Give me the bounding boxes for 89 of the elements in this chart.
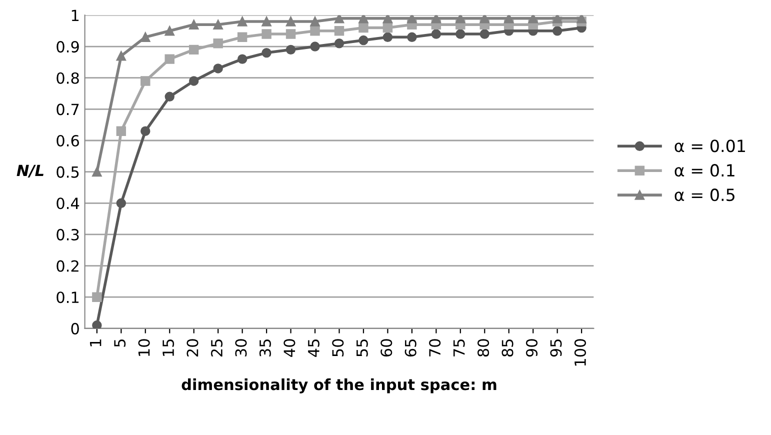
y-tick-label: 0.7 xyxy=(56,104,79,116)
point xyxy=(164,92,174,102)
x-tick-label: 1 xyxy=(90,340,102,346)
point xyxy=(552,15,562,24)
point xyxy=(237,16,248,26)
point xyxy=(407,32,417,42)
point xyxy=(310,26,320,36)
y-tick-label: 0.6 xyxy=(56,134,79,147)
x-tick-label: 35 xyxy=(259,339,271,356)
x-tick-label: 50 xyxy=(332,339,344,356)
point xyxy=(528,15,538,24)
x-tick-label: 15 xyxy=(162,339,174,356)
point xyxy=(456,15,466,24)
point xyxy=(116,51,126,61)
x-axis-title: dimensionality of the input space: m xyxy=(182,378,496,394)
point xyxy=(334,38,344,48)
x-tick-label: 55 xyxy=(356,339,368,356)
point xyxy=(552,26,562,36)
x-tick-label: 70 xyxy=(429,339,441,356)
x-tick-label: 40 xyxy=(284,339,296,357)
point xyxy=(140,76,150,86)
point xyxy=(164,26,174,36)
point xyxy=(576,15,586,24)
point xyxy=(382,22,393,33)
x-tick-label: 5 xyxy=(114,339,126,347)
x-tick-label: 80 xyxy=(478,339,490,357)
y-tick-label: 0.3 xyxy=(56,228,79,240)
y-tick-label: 0.9 xyxy=(56,41,79,53)
point xyxy=(334,26,344,36)
point xyxy=(358,35,368,46)
point xyxy=(140,32,150,42)
legend-label: α = 0.5 xyxy=(674,188,734,202)
point xyxy=(407,15,417,24)
point xyxy=(310,42,320,52)
y-tick-label: 0.4 xyxy=(56,198,80,210)
legend-label: α = 0.1 xyxy=(674,164,734,177)
x-tick-label: 85 xyxy=(502,339,514,357)
point xyxy=(237,54,248,64)
y-tick-label: 0.2 xyxy=(56,260,78,272)
x-tick-label: 30 xyxy=(235,339,247,356)
x-tick-label: 25 xyxy=(210,339,223,356)
x-tick-label: 95 xyxy=(550,339,562,357)
point xyxy=(140,126,150,136)
point xyxy=(92,320,102,328)
x-tick-label: 45 xyxy=(308,339,320,357)
x-tick-label: 100 xyxy=(574,339,586,366)
x-tick-label: 20 xyxy=(186,339,198,356)
y-tick-label: 0.1 xyxy=(56,292,79,304)
x-tick-label: 65 xyxy=(404,339,416,357)
point xyxy=(164,54,174,64)
y-axis-title: N/L xyxy=(16,164,44,178)
y-tick-label: 0 xyxy=(71,322,79,334)
y-tick-label: 1 xyxy=(72,10,79,22)
point xyxy=(188,76,199,86)
point xyxy=(262,16,272,26)
point xyxy=(213,20,223,30)
point xyxy=(116,126,126,136)
x-tick-label: 60 xyxy=(380,339,392,357)
point xyxy=(237,32,248,42)
point xyxy=(382,15,393,24)
point xyxy=(286,29,296,39)
point xyxy=(456,29,466,39)
point xyxy=(116,198,126,208)
point xyxy=(504,15,514,24)
point xyxy=(431,15,442,24)
y-tick-label: 0.8 xyxy=(56,72,79,84)
legend-label: α = 0.01 xyxy=(674,140,745,152)
point xyxy=(262,29,272,39)
point xyxy=(286,16,296,26)
point xyxy=(262,48,272,58)
point xyxy=(431,29,442,39)
point xyxy=(358,15,368,24)
x-tick-label: 75 xyxy=(453,339,465,356)
point xyxy=(310,16,320,26)
point xyxy=(213,64,223,74)
point xyxy=(480,29,490,39)
point xyxy=(213,38,223,48)
point xyxy=(286,44,296,55)
point xyxy=(480,15,490,24)
point xyxy=(334,15,344,24)
point xyxy=(382,32,393,42)
x-tick-label: 10 xyxy=(138,339,150,356)
point xyxy=(188,44,199,55)
point xyxy=(92,166,102,177)
point xyxy=(92,292,102,302)
x-tick-label: 90 xyxy=(526,339,538,357)
point xyxy=(188,20,199,30)
point xyxy=(358,22,368,33)
y-tick-label: 0.5 xyxy=(56,166,79,178)
